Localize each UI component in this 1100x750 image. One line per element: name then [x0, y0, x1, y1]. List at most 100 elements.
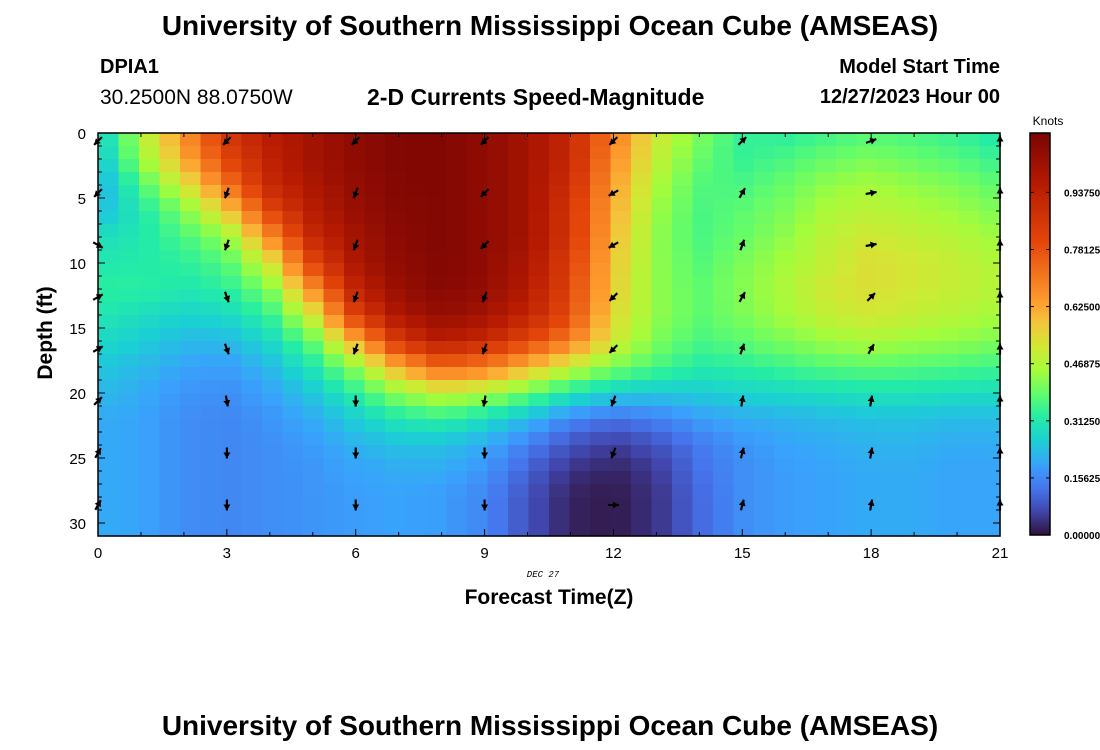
heat-cell: [774, 185, 796, 199]
heat-cell: [508, 302, 530, 316]
heat-cell: [979, 302, 1001, 316]
heat-cell: [795, 211, 817, 225]
heat-cell: [897, 172, 919, 186]
y-tick-label: 5: [78, 191, 86, 208]
heat-cell: [836, 497, 858, 511]
heat-cell: [180, 380, 202, 394]
heat-cell: [98, 224, 120, 238]
heat-cell: [877, 471, 899, 485]
heat-cell: [651, 315, 673, 329]
heat-cell: [262, 328, 284, 342]
current-arrow: [865, 241, 877, 249]
heat-cell: [897, 406, 919, 420]
heat-cell: [118, 497, 140, 511]
heat-cell: [754, 289, 776, 303]
heat-cell: [590, 250, 612, 264]
heat-cell: [569, 302, 591, 316]
heat-cell: [692, 198, 714, 212]
heat-cell: [815, 237, 837, 251]
heat-cell: [282, 406, 304, 420]
heat-cell: [897, 458, 919, 472]
heat-cell: [856, 471, 878, 485]
heat-cell: [549, 263, 571, 277]
heat-cell: [569, 341, 591, 355]
current-arrow: [351, 136, 361, 146]
footer-title: University of Southern Mississippi Ocean…: [161, 710, 939, 741]
colorbar-tick-label: 0.78125: [1064, 245, 1100, 256]
heat-cell: [467, 406, 489, 420]
heat-cell: [508, 159, 530, 173]
heat-cell: [959, 198, 981, 212]
heat-cell: [241, 471, 263, 485]
heat-cell: [631, 380, 653, 394]
heat-cell: [508, 146, 530, 160]
heat-cell: [344, 276, 366, 290]
heat-cell: [241, 510, 263, 524]
heat-cell: [836, 380, 858, 394]
heat-cell: [631, 211, 653, 225]
heat-cell: [897, 341, 919, 355]
heat-cell: [897, 211, 919, 225]
heat-cell: [795, 497, 817, 511]
heat-cell: [405, 445, 427, 459]
heat-cell: [877, 406, 899, 420]
heat-cell: [262, 341, 284, 355]
heat-cell: [590, 289, 612, 303]
heat-cell: [918, 419, 940, 433]
heat-cell: [631, 497, 653, 511]
heat-cell: [836, 393, 858, 407]
heat-cell: [672, 341, 694, 355]
heat-cell: [221, 289, 243, 303]
heat-cell: [590, 471, 612, 485]
heat-cell: [262, 159, 284, 173]
heat-cell: [856, 172, 878, 186]
heat-cell: [262, 523, 284, 537]
heat-cell: [528, 367, 550, 381]
heat-cell: [692, 354, 714, 368]
heat-cell: [344, 146, 366, 160]
heat-cell: [282, 354, 304, 368]
heat-cell: [139, 328, 161, 342]
heat-cell: [733, 250, 755, 264]
heat-cell: [713, 458, 735, 472]
heat-cell: [569, 484, 591, 498]
heat-cell: [610, 302, 632, 316]
heat-cell: [446, 263, 468, 277]
heat-cell: [590, 224, 612, 238]
heat-cell: [303, 328, 325, 342]
heat-cell: [118, 367, 140, 381]
heat-cell: [385, 367, 407, 381]
heat-cell: [323, 185, 345, 199]
heat-cell: [139, 406, 161, 420]
heat-cell: [897, 367, 919, 381]
heat-cell: [959, 406, 981, 420]
heat-cell: [713, 419, 735, 433]
heat-cell: [118, 419, 140, 433]
heat-cell: [774, 211, 796, 225]
heat-cell: [795, 263, 817, 277]
heat-cell: [692, 328, 714, 342]
heat-cell: [487, 224, 509, 238]
heat-cell: [139, 393, 161, 407]
heat-cell: [508, 354, 530, 368]
heat-cell: [836, 211, 858, 225]
heat-cell: [241, 302, 263, 316]
heat-cell: [323, 458, 345, 472]
heat-cell: [262, 224, 284, 238]
heat-cell: [200, 432, 222, 446]
heat-cell: [323, 419, 345, 433]
heat-cell: [692, 289, 714, 303]
heat-cell: [159, 302, 181, 316]
heat-cell: [282, 380, 304, 394]
heat-cell: [467, 263, 489, 277]
heat-cell: [631, 367, 653, 381]
heat-cell: [713, 224, 735, 238]
heat-cell: [897, 146, 919, 160]
heat-cell: [897, 159, 919, 173]
heat-cell: [549, 159, 571, 173]
heat-cell: [549, 211, 571, 225]
heat-cell: [918, 458, 940, 472]
heat-cell: [713, 276, 735, 290]
heat-cell: [405, 276, 427, 290]
current-arrow: [481, 447, 489, 459]
